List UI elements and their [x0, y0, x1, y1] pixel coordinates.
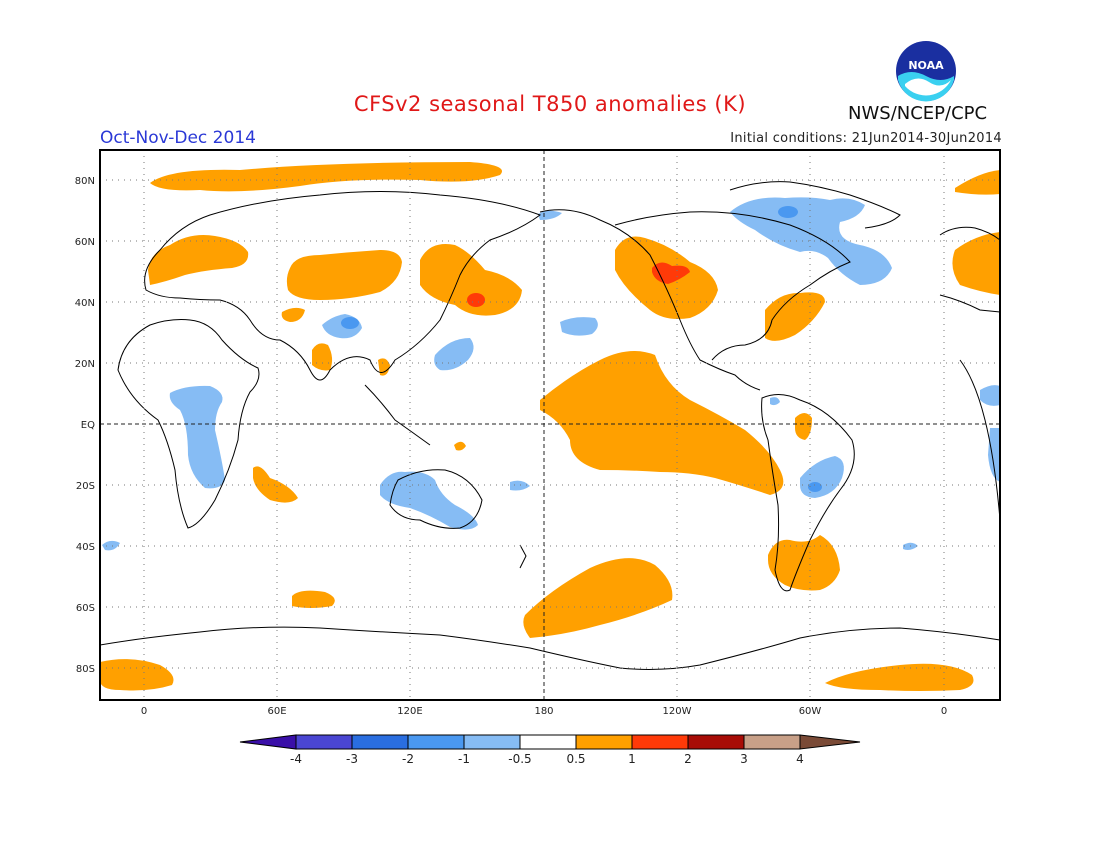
lat-label: 20S — [76, 481, 95, 492]
lat-label: 80S — [76, 664, 95, 675]
lat-label: 40N — [75, 298, 95, 309]
lat-label: 60N — [75, 237, 95, 248]
lon-label: 60W — [799, 706, 822, 717]
lon-label: 0 — [941, 706, 947, 717]
colorbar-swatch — [519, 734, 577, 750]
colorbar-low-arrow — [239, 734, 297, 750]
latitude-labels: 80N 60N 40N 20N EQ 20S 40S 60S 80S — [75, 176, 95, 675]
colorbar-labels: -4 -3 -2 -1 -0.5 0.5 1 2 3 4 — [290, 752, 804, 766]
lon-label: 120W — [663, 706, 692, 717]
map-area — [100, 150, 1000, 700]
lon-label: 180 — [534, 706, 553, 717]
colorbar-label: 3 — [740, 752, 748, 766]
colorbar-swatch — [463, 734, 521, 750]
colorbar-swatch — [687, 734, 745, 750]
longitude-labels: 0 60E 120E 180 120W 60W 0 — [141, 706, 947, 717]
forecast-period: Oct-Nov-Dec 2014 — [100, 128, 256, 148]
colorbar-label: -0.5 — [508, 752, 531, 766]
colorbar — [239, 734, 861, 750]
colorbar-label: 1 — [628, 752, 636, 766]
colorbar-high-arrow — [799, 734, 861, 750]
lon-label: 120E — [397, 706, 422, 717]
noaa-logo-icon: NOAA — [896, 41, 956, 102]
colorbar-label: -1 — [458, 752, 470, 766]
colorbar-label: 0.5 — [566, 752, 585, 766]
colorbar-label: -3 — [346, 752, 358, 766]
colorbar-swatch — [631, 734, 689, 750]
lat-label: 20N — [75, 359, 95, 370]
lon-label: 60E — [267, 706, 286, 717]
initial-conditions: Initial conditions: 21Jun2014-30Jun2014 — [730, 131, 1002, 146]
logo-text: NOAA — [908, 59, 944, 72]
lat-label: EQ — [81, 420, 95, 431]
map-title: CFSv2 seasonal T850 anomalies (K) — [353, 92, 747, 116]
reference-lines — [100, 150, 1000, 700]
strong-cool-anomalies — [341, 206, 822, 492]
colorbar-label: -2 — [402, 752, 414, 766]
colorbar-swatch — [575, 734, 633, 750]
colorbar-label: -4 — [290, 752, 302, 766]
lat-label: 60S — [76, 603, 95, 614]
colorbar-swatch — [743, 734, 801, 750]
graticule — [100, 150, 1000, 700]
coastlines — [100, 181, 1000, 670]
lon-label: 0 — [141, 706, 147, 717]
warm-anomalies — [100, 162, 1000, 691]
colorbar-label: 4 — [796, 752, 804, 766]
lat-label: 80N — [75, 176, 95, 187]
colorbar-swatch — [351, 734, 409, 750]
colorbar-swatch — [407, 734, 465, 750]
colorbar-label: 2 — [684, 752, 692, 766]
lat-label: 40S — [76, 542, 95, 553]
colorbar-swatch — [295, 734, 353, 750]
map-frame — [99, 149, 1001, 701]
organization-label: NWS/NCEP/CPC — [848, 103, 988, 124]
